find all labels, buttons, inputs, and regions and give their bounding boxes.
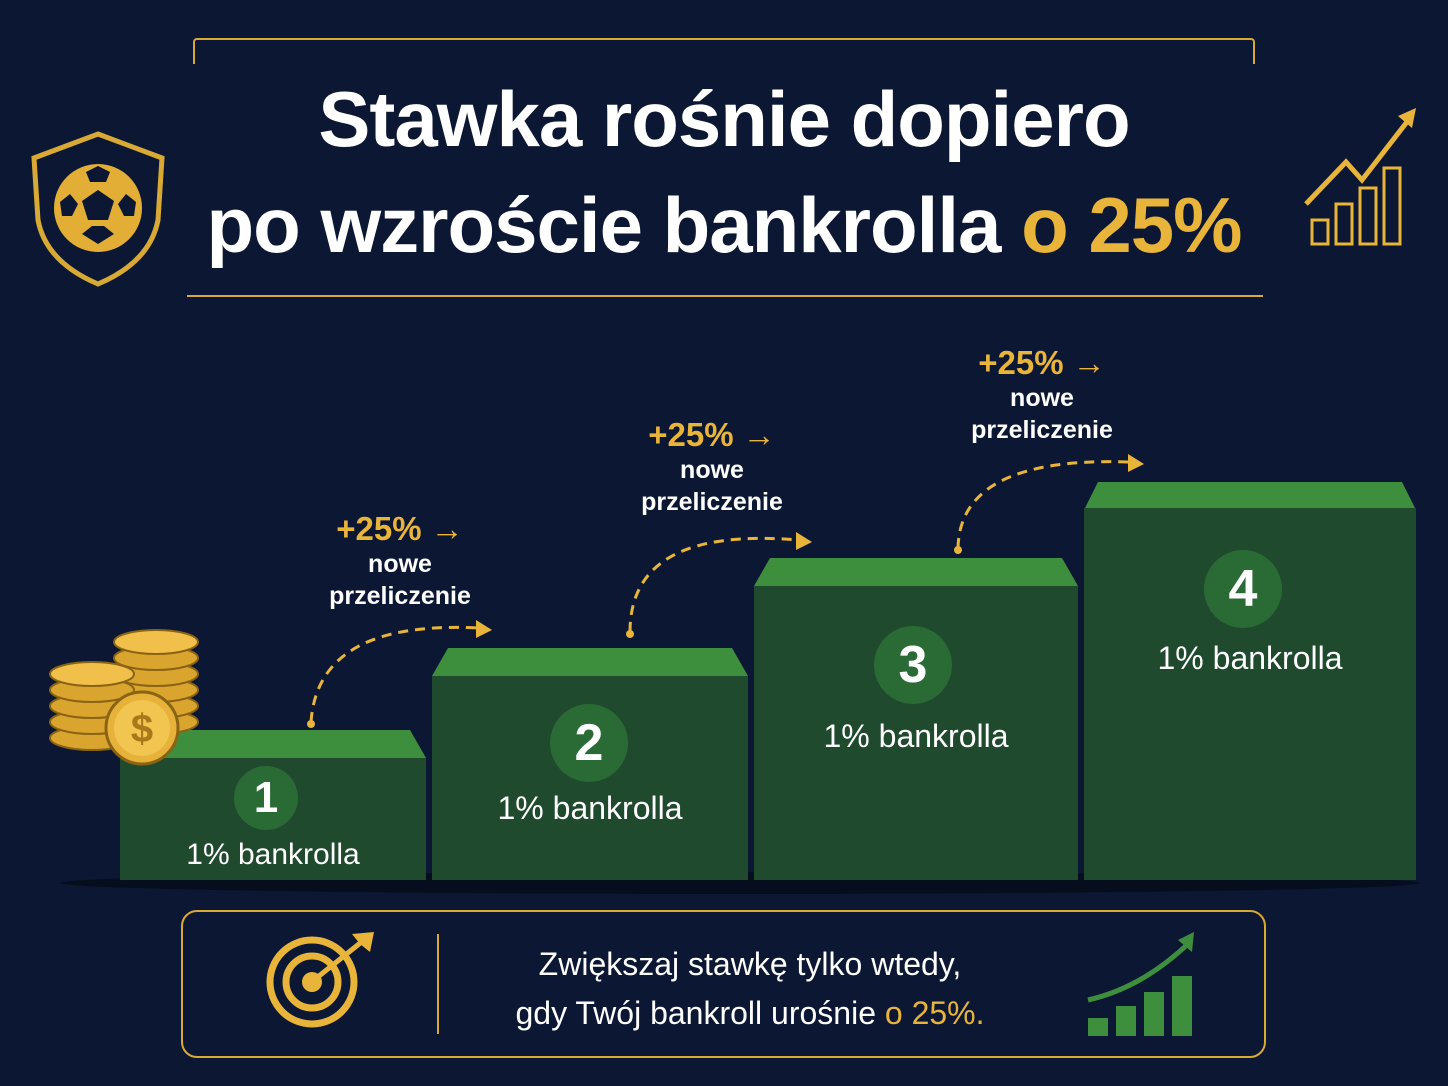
step-3-number: 3	[874, 626, 952, 704]
arrow-2-dot	[626, 630, 634, 638]
footer-line-2: gdy Twój bankroll urośnie o 25%.	[460, 995, 1040, 1032]
arrow-2-head	[796, 532, 812, 550]
step-4-block: 4 1% bankrolla	[1084, 508, 1416, 880]
step-2-block: 2 1% bankrolla	[432, 676, 748, 880]
footer-divider	[437, 934, 439, 1034]
step-1-label: 1% bankrolla	[186, 838, 360, 871]
step-1-block: 1 1% bankrolla	[120, 758, 426, 880]
footer-highlight: o 25%.	[884, 995, 985, 1031]
arrow-2-curve	[628, 536, 799, 633]
transition-3-percent: +25% →	[978, 344, 1106, 381]
arrow-3-head	[1128, 454, 1144, 472]
growth-chart-arrow-icon	[1304, 108, 1416, 246]
step-3-label: 1% bankrolla	[823, 718, 1009, 754]
transition-1-line1: nowe	[368, 550, 432, 578]
transition-2-line1: nowe	[680, 456, 744, 484]
transition-2: +25% → nowe przeliczenie	[602, 416, 822, 518]
transition-1: +25% → nowe przeliczenie	[290, 510, 510, 612]
arrow-3-dot	[954, 546, 962, 554]
target-arrow-icon	[266, 932, 374, 1028]
title-line-2: po wzroście bankrolla o 25%	[0, 180, 1448, 271]
transition-1-line2: przeliczenie	[329, 582, 471, 610]
arrow-1-curve	[309, 625, 479, 723]
step-4-number: 4	[1204, 550, 1282, 628]
transition-1-percent: +25% →	[336, 510, 464, 547]
footer-line-1: Zwiększaj stawkę tylko wtedy,	[538, 946, 962, 982]
transition-3: +25% → nowe przeliczenie	[932, 344, 1152, 446]
arrow-1-head	[476, 620, 492, 638]
step-3-top	[754, 558, 1078, 586]
step-4-label: 1% bankrolla	[1157, 640, 1343, 676]
step-2-number: 2	[550, 704, 628, 782]
transition-2-line2: przeliczenie	[641, 488, 783, 516]
step-4-top	[1084, 482, 1416, 510]
title-frame-top	[193, 38, 1255, 64]
transition-2-percent: +25% →	[648, 416, 776, 453]
coin-stack-dollar-icon: $	[49, 629, 199, 766]
step-1-top	[120, 730, 426, 758]
step-1-number: 1	[234, 766, 298, 830]
title-highlight: o 25%	[1021, 181, 1242, 269]
step-3-block: 3 1% bankrolla	[754, 586, 1078, 880]
title-line-1: Stawka rośnie dopiero	[318, 75, 1130, 163]
step-2-label: 1% bankrolla	[497, 790, 683, 826]
footer-line-2-main: gdy Twój bankroll urośnie	[515, 995, 885, 1031]
shield-soccer-ball-icon	[31, 131, 165, 287]
footer-box	[181, 910, 1266, 1058]
arrow-3-curve	[956, 460, 1131, 549]
arrow-1-dot	[307, 720, 315, 728]
transition-3-line1: nowe	[1010, 384, 1074, 412]
step-2-top	[432, 648, 748, 676]
title-frame-bottom	[187, 295, 1263, 297]
green-growth-chart-icon	[1087, 932, 1194, 1036]
svg-text:$: $	[131, 707, 153, 751]
transition-3-line2: przeliczenie	[971, 416, 1113, 444]
title-line-2-main: po wzroście bankrolla	[206, 181, 1022, 269]
